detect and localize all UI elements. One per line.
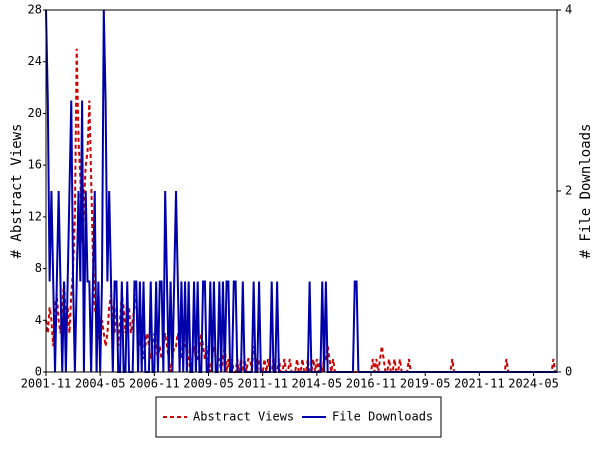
- x-tick-label: 2014-05: [292, 377, 343, 391]
- y2-tick-label: 2: [565, 184, 572, 198]
- y-tick-label: 20: [28, 106, 42, 120]
- x-tick-label: 2004-05: [75, 377, 126, 391]
- x-tick-label: 2009-05: [183, 377, 234, 391]
- x-tick-label: 2011-11: [237, 377, 288, 391]
- x-tick-label: 2019-05: [400, 377, 451, 391]
- y2-tick-label: 4: [565, 3, 572, 17]
- y-tick-label: 24: [28, 54, 42, 68]
- y-tick-label: 4: [35, 313, 42, 327]
- y-tick-label: 0: [35, 365, 42, 379]
- x-tick-label: 2001-11: [21, 377, 72, 391]
- legend-label: File Downloads: [332, 410, 433, 424]
- x-tick-label: 2016-11: [346, 377, 397, 391]
- y-axis-label: # Abstract Views: [9, 124, 25, 259]
- x-tick-label: 2006-11: [129, 377, 180, 391]
- y2-axis-label: # File Downloads: [578, 124, 594, 259]
- plot-frame: [45, 9, 558, 373]
- y-tick-label: 28: [28, 3, 42, 17]
- legend-label: Abstract Views: [193, 410, 294, 424]
- data-line: [45, 48, 557, 373]
- y-tick-label: 16: [28, 158, 42, 172]
- x-tick-label: 2024-05: [508, 377, 559, 391]
- legend-box: [155, 396, 442, 438]
- y-tick-label: 8: [35, 261, 42, 275]
- y2-tick-label: 0: [565, 365, 572, 379]
- y-tick-label: 12: [28, 209, 42, 223]
- x-tick-label: 2021-11: [454, 377, 505, 391]
